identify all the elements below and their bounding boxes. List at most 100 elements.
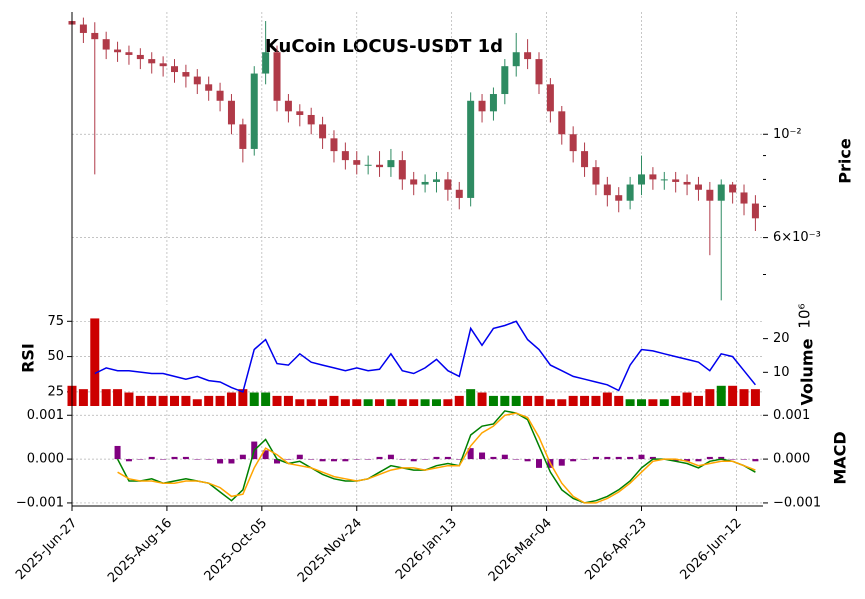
volume-bar [192,399,202,406]
candle-body [296,111,304,115]
volume-bar [238,389,248,406]
volume-bar [454,395,464,406]
volume-bar [397,399,407,406]
y2-offset-label: 10⁶ [796,303,814,328]
candle-body [102,39,110,50]
candle-body [478,100,486,112]
volume-bar [705,389,715,406]
volume-bar [739,389,749,406]
histogram-bar [456,459,463,460]
y-tick-label: −0.001 [16,495,64,510]
candle-body [729,184,737,193]
candle-body [615,195,623,201]
candle-body [330,138,338,152]
histogram-bar [239,454,246,460]
volume-bar [295,399,305,406]
x-tick-label: 2026-Apr-23 [582,516,649,583]
macd-line [116,410,756,504]
histogram-bar [194,459,201,460]
volume-bar [101,389,111,406]
volume-bar [648,399,658,406]
candle-body [717,184,725,201]
volume-bar [204,395,214,406]
candle-body [136,54,144,60]
histogram-bar [513,459,520,460]
histogram-bar [125,459,132,462]
histogram-bar [137,459,144,460]
histogram-bar [342,459,349,462]
histogram-bar [501,454,508,460]
candle-body [353,160,361,165]
volume-bar [375,399,385,406]
volume-bar [124,392,134,406]
histogram-bar [684,459,691,462]
volume-bar [409,399,419,406]
candle-body [182,72,190,77]
histogram-bar [581,459,588,460]
candle-body [91,32,99,40]
volume-bar [557,399,567,406]
volume-bar [261,392,271,406]
candle-body [205,84,213,91]
histogram-bar [672,459,679,462]
volume-bar [340,399,350,406]
histogram-bar [729,459,736,460]
candle-body [159,63,167,67]
candle-body [421,181,429,185]
candle-body [740,192,748,204]
volume-bar [682,392,692,406]
candle-body [649,174,657,180]
candle-body [193,76,201,85]
candle-body [683,181,691,185]
candle-body [455,189,463,198]
candle-body [546,84,554,112]
volume-bar [693,395,703,406]
volume-bar [90,318,100,406]
histogram-bar [410,459,417,462]
candle-body [432,179,440,182]
x-tick-label: 2025-Nov-24 [295,516,365,586]
histogram-bar [752,459,759,462]
histogram-bar [535,459,542,468]
histogram-bar [387,454,394,460]
signal-line [117,412,756,504]
histogram-bar [148,456,155,460]
y-axis-label: MACD [831,431,850,484]
candle-body [694,184,702,190]
volume-bar [511,395,521,406]
volume-bar [545,399,555,406]
candle-body [535,59,543,85]
histogram-bar [330,459,337,462]
candle-body [227,100,235,125]
candle-body [410,179,418,185]
histogram-bar [376,456,383,460]
x-tick-label: 2026-Jan-13 [393,516,460,583]
histogram-bar [285,459,292,460]
histogram-bar [592,456,599,460]
x-tick-label: 2025-Aug-16 [105,516,175,586]
volume-bar [386,399,396,406]
histogram-bar [171,456,178,460]
candle-body [751,203,759,219]
volume-bar [671,395,681,406]
volume-bar [500,395,510,406]
candle-body [467,100,475,198]
histogram-bar [570,459,577,462]
candle-body [592,167,600,185]
volume-bar [728,385,738,406]
volume-bar [249,392,259,406]
volume-bar [477,392,487,406]
candle-body [512,52,520,67]
candle-body [148,59,156,64]
histogram-bar [182,456,189,460]
histogram-bar [422,459,429,460]
candle-body [79,24,87,33]
candle-body [581,151,589,168]
histogram-bar [319,459,326,462]
volume-bar [614,395,624,406]
volume-bar [170,395,180,406]
x-tick-label: 2025-Oct-05 [202,516,270,584]
histogram-bar [433,456,440,460]
